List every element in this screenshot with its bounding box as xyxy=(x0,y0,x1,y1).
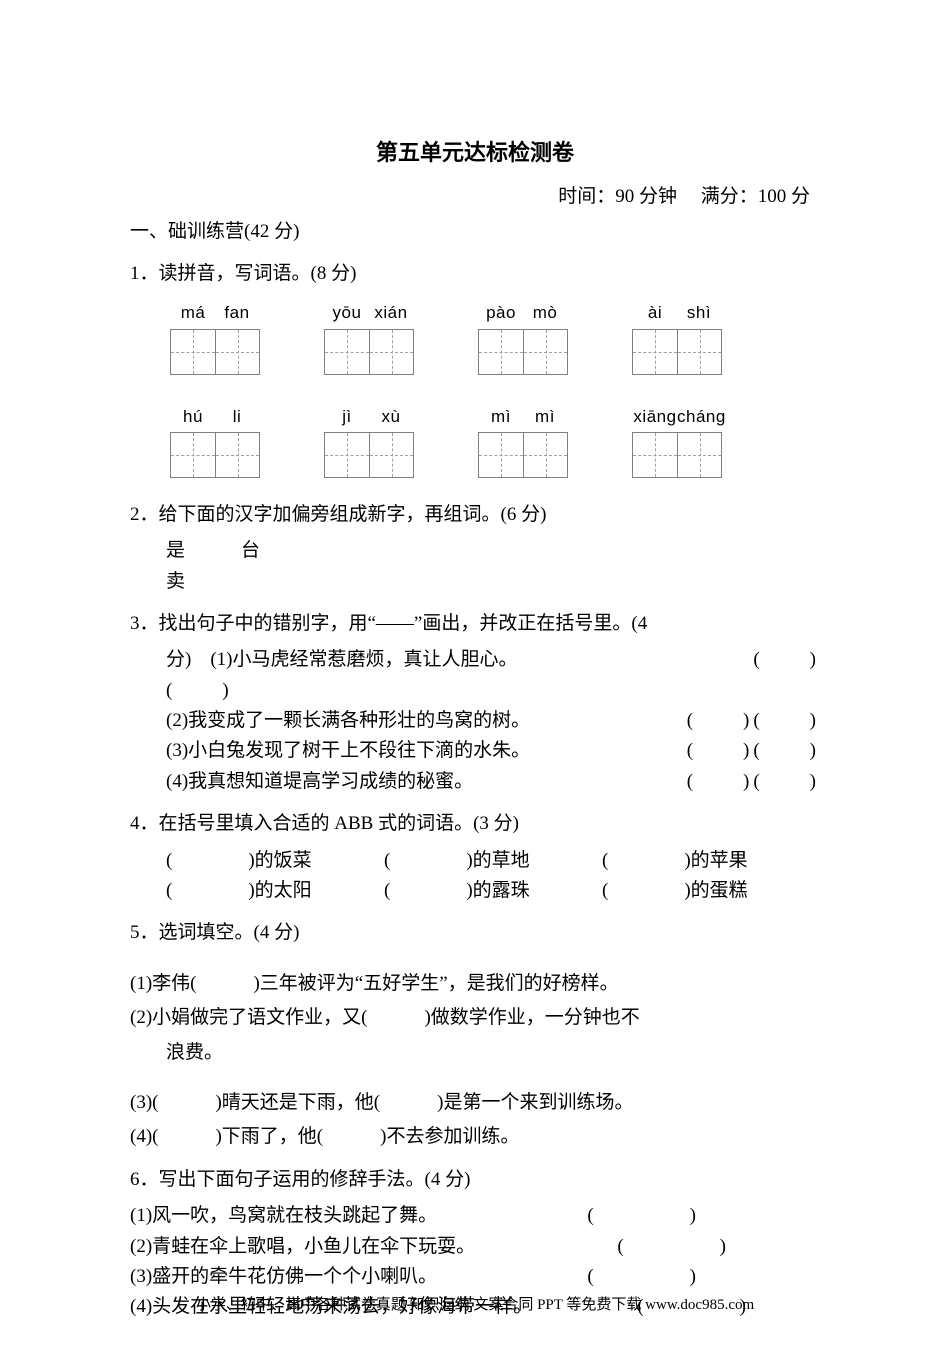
char-cell[interactable] xyxy=(325,433,369,477)
q3-text: (4)我真想知道堤高学习成绩的秘蜜。 xyxy=(166,767,473,797)
pinyin-labels: húli xyxy=(171,403,259,430)
pinyin-group: àishì xyxy=(632,299,722,374)
abb-blank[interactable]: ( )的草地 xyxy=(384,846,602,876)
pinyin-group: húli xyxy=(170,403,260,478)
pinyin-labels: yōuxián xyxy=(325,299,413,326)
q3-text: 分) (1)小马虎经常惹磨烦，真让人胆心。 xyxy=(166,645,517,675)
q5-line-2b: 浪费。 xyxy=(166,1038,820,1068)
answer-paren[interactable]: ( ) xyxy=(753,645,820,675)
abb-blank[interactable]: ( )的苹果 xyxy=(602,846,820,876)
char-grid[interactable] xyxy=(324,432,414,478)
q2-chars-2: 卖 xyxy=(166,567,820,597)
char-cell[interactable] xyxy=(479,433,523,477)
char-grid[interactable] xyxy=(170,329,260,375)
answer-paren[interactable]: ( )( ) xyxy=(687,736,820,766)
char-cell[interactable] xyxy=(369,433,413,477)
char-cell[interactable] xyxy=(325,330,369,374)
q6-text: (1)风一吹，鸟窝就在枝头跳起了舞。 xyxy=(130,1201,437,1231)
char-grid[interactable] xyxy=(324,329,414,375)
q6-text: (3)盛开的牵牛花仿佛一个个小喇叭。 xyxy=(130,1262,437,1292)
q5-prompt: 5．选词填空。(4 分) xyxy=(130,918,820,948)
q6-item-3: (3)盛开的牵牛花仿佛一个个小喇叭。 ( ) xyxy=(130,1262,820,1292)
exam-time: 时间：90 分钟 xyxy=(558,186,677,207)
q3-text: (2)我变成了一颗长满各种形壮的鸟窝的树。 xyxy=(166,706,530,736)
abb-blank[interactable]: ( )的饭菜 xyxy=(166,846,384,876)
q5-line-1: (1)李伟( )三年被评为“五好学生”，是我们的好榜样。 xyxy=(130,969,820,999)
pinyin-group: xiāngcháng xyxy=(632,403,722,478)
answer-paren[interactable]: ( ) xyxy=(587,1201,820,1231)
q4-row-1: ( )的饭菜 ( )的草地 ( )的苹果 xyxy=(166,846,820,876)
q6-prompt: 6．写出下面句子运用的修辞手法。(4 分) xyxy=(130,1165,820,1195)
q2-prompt: 2．给下面的汉字加偏旁组成新字，再组词。(6 分) xyxy=(130,500,820,530)
q4-row-2: ( )的太阳 ( )的露珠 ( )的蛋糕 xyxy=(166,876,820,906)
char-cell[interactable] xyxy=(523,433,567,477)
q3-item-3: (3)小白兔发现了树干上不段往下滴的水朱。 ( )( ) xyxy=(166,736,820,766)
q6-text: (2)青蛙在伞上歌唱，小鱼儿在伞下玩耍。 xyxy=(130,1232,475,1262)
q2-chars-1: 是 台 xyxy=(166,536,820,566)
pinyin-labels: máfan xyxy=(171,299,259,326)
char-grid[interactable] xyxy=(478,432,568,478)
char-cell[interactable] xyxy=(171,330,215,374)
pinyin-row-2: húli jìxù mìmì xiāngcháng xyxy=(170,403,820,478)
answer-paren[interactable]: ( ) xyxy=(166,680,233,701)
abb-blank[interactable]: ( )的蛋糕 xyxy=(602,876,820,906)
answer-paren[interactable]: ( )( ) xyxy=(687,706,820,736)
pinyin-labels: xiāngcháng xyxy=(633,403,721,430)
page-footer: 小学、初中、高中各种试卷真题 知识归纳 文案合同 PPT 等免费下载 www.d… xyxy=(0,1293,950,1314)
abb-blank[interactable]: ( )的太阳 xyxy=(166,876,384,906)
page-content: 第五单元达标检测卷 时间：90 分钟 满分：100 分 一、础训练营(42 分)… xyxy=(0,0,950,1363)
abb-blank[interactable]: ( )的露珠 xyxy=(384,876,602,906)
pinyin-labels: mìmì xyxy=(479,403,567,430)
q3-item-1: 分) (1)小马虎经常惹磨烦，真让人胆心。 ( ) xyxy=(166,645,820,675)
pinyin-labels: àishì xyxy=(633,299,721,326)
char-grid[interactable] xyxy=(170,432,260,478)
q6-item-1: (1)风一吹，鸟窝就在枝头跳起了舞。 ( ) xyxy=(130,1201,820,1231)
exam-meta: 时间：90 分钟 满分：100 分 xyxy=(130,182,820,212)
char-cell[interactable] xyxy=(215,330,259,374)
pinyin-group: yōuxián xyxy=(324,299,414,374)
exam-fullmark: 满分：100 分 xyxy=(701,186,810,207)
section1-heading: 一、础训练营(42 分) xyxy=(130,217,820,247)
char-grid[interactable] xyxy=(478,329,568,375)
pinyin-labels: pàomò xyxy=(479,299,567,326)
pinyin-group: jìxù xyxy=(324,403,414,478)
exam-title: 第五单元达标检测卷 xyxy=(130,135,820,170)
char-grid[interactable] xyxy=(632,329,722,375)
q4-prompt: 4．在括号里填入合适的 ABB 式的词语。(3 分) xyxy=(130,809,820,839)
q3-item-2: (2)我变成了一颗长满各种形壮的鸟窝的树。 ( )( ) xyxy=(166,706,820,736)
q1-prompt: 1．读拼音，写词语。(8 分) xyxy=(130,259,820,289)
char-cell[interactable] xyxy=(479,330,523,374)
pinyin-row-1: máfan yōuxián pàomò àishì xyxy=(170,299,820,374)
q5-line-3: (3)( )晴天还是下雨，他( )是第一个来到训练场。 xyxy=(130,1088,820,1118)
char-cell[interactable] xyxy=(633,330,677,374)
q5-line-2: (2)小娟做完了语文作业，又( )做数学作业，一分钟也不 xyxy=(130,1003,820,1033)
pinyin-group: pàomò xyxy=(478,299,568,374)
char-cell[interactable] xyxy=(523,330,567,374)
q3-extra-paren: ( ) xyxy=(166,676,820,706)
char-cell[interactable] xyxy=(215,433,259,477)
pinyin-group: máfan xyxy=(170,299,260,374)
answer-paren[interactable]: ( )( ) xyxy=(687,767,820,797)
char-cell[interactable] xyxy=(369,330,413,374)
q3-item-4: (4)我真想知道堤高学习成绩的秘蜜。 ( )( ) xyxy=(166,767,820,797)
q3-prompt-a: 3．找出句子中的错别字，用“——”画出，并改正在括号里。(4 xyxy=(130,609,820,639)
q5-line-4: (4)( )下雨了，他( )不去参加训练。 xyxy=(130,1122,820,1152)
question-body: 1．读拼音，写词语。(8 分) máfan yōuxián pàomò àish… xyxy=(130,259,820,1323)
answer-paren[interactable]: ( ) xyxy=(587,1262,820,1292)
q3-text: (3)小白兔发现了树干上不段往下滴的水朱。 xyxy=(166,736,530,766)
char-cell[interactable] xyxy=(677,330,721,374)
char-cell[interactable] xyxy=(633,433,677,477)
char-grid[interactable] xyxy=(632,432,722,478)
q6-item-2: (2)青蛙在伞上歌唱，小鱼儿在伞下玩耍。 ( ) xyxy=(130,1232,820,1262)
answer-paren[interactable]: ( ) xyxy=(617,1232,820,1262)
pinyin-group: mìmì xyxy=(478,403,568,478)
char-cell[interactable] xyxy=(677,433,721,477)
char-cell[interactable] xyxy=(171,433,215,477)
pinyin-labels: jìxù xyxy=(325,403,413,430)
